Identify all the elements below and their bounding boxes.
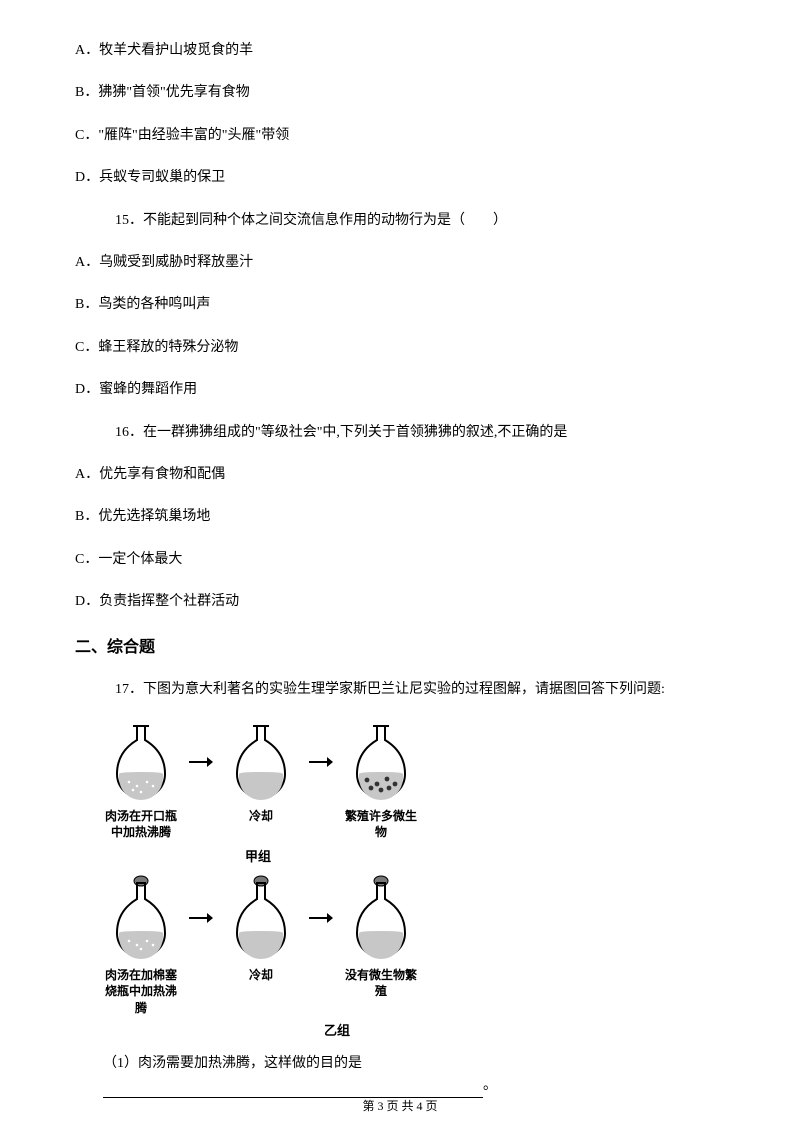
q15-option-b: B．鸟类的各种鸣叫声 bbox=[75, 294, 725, 316]
flask-label: 肉汤在加棉塞烧瓶中加热沸腾 bbox=[103, 967, 179, 1016]
flask-label: 繁殖许多微生物 bbox=[343, 808, 419, 840]
page-footer: 第 3 页 共 4 页 bbox=[0, 1097, 800, 1114]
flask-icon bbox=[227, 722, 295, 802]
q16-stem: 16．在一群狒狒组成的"等级社会"中,下列关于首领狒狒的叙述,不正确的是 bbox=[75, 422, 725, 444]
group-a-name: 甲组 bbox=[103, 846, 423, 865]
flask-icon bbox=[347, 875, 415, 961]
arrow-icon bbox=[309, 911, 333, 925]
top-option-c: C．"雁阵"由经验丰富的"头雁"带领 bbox=[75, 125, 725, 147]
q16-option-b: B．优先选择筑巢场地 bbox=[75, 506, 725, 528]
q16-option-a: A．优先享有食物和配偶 bbox=[75, 464, 725, 486]
group-a-row bbox=[103, 722, 423, 802]
flask-label: 没有微生物繁殖 bbox=[343, 967, 419, 1016]
q17-sub1-text: （1）肉汤需要加热沸腾，这样做的目的是 bbox=[103, 1056, 362, 1071]
experiment-diagram: 肉汤在开口瓶中加热沸腾 冷却 繁殖许多微生物 甲组 bbox=[103, 722, 725, 1039]
group-b-name: 乙组 bbox=[103, 1020, 423, 1039]
arrow-icon bbox=[189, 755, 213, 769]
top-option-a: A．牧羊犬看护山坡觅食的羊 bbox=[75, 40, 725, 62]
flask-label: 肉汤在开口瓶中加热沸腾 bbox=[103, 808, 179, 840]
group-b-labels: 肉汤在加棉塞烧瓶中加热沸腾 冷却 没有微生物繁殖 bbox=[103, 967, 423, 1016]
q16-option-d: D．负责指挥整个社群活动 bbox=[75, 591, 725, 613]
flask-icon bbox=[107, 875, 175, 961]
flask-icon bbox=[227, 875, 295, 961]
q17-sub1: （1）肉汤需要加热沸腾，这样做的目的是。 bbox=[103, 1053, 725, 1098]
group-a-labels: 肉汤在开口瓶中加热沸腾 冷却 繁殖许多微生物 bbox=[103, 808, 423, 840]
section-title-2: 二、综合题 bbox=[75, 633, 725, 657]
arrow-icon bbox=[309, 755, 333, 769]
q15-option-a: A．乌贼受到威胁时释放墨汁 bbox=[75, 252, 725, 274]
q15-stem: 15．不能起到同种个体之间交流信息作用的动物行为是（ ） bbox=[75, 210, 725, 232]
group-b-row bbox=[103, 875, 423, 961]
q17-stem: 17．下图为意大利著名的实验生理学家斯巴兰让尼实验的过程图解，请据图回答下列问题… bbox=[75, 679, 725, 701]
flask-label: 冷却 bbox=[223, 808, 299, 840]
q16-option-c: C．一定个体最大 bbox=[75, 549, 725, 571]
flask-label: 冷却 bbox=[223, 967, 299, 1016]
q17-sub1-tail: 。 bbox=[483, 1078, 497, 1093]
top-option-b: B．狒狒"首领"优先享有食物 bbox=[75, 82, 725, 104]
arrow-icon bbox=[189, 911, 213, 925]
q15-option-d: D．蜜蜂的舞蹈作用 bbox=[75, 379, 725, 401]
q15-option-c: C．蜂王释放的特殊分泌物 bbox=[75, 337, 725, 359]
flask-icon bbox=[107, 722, 175, 802]
page: A．牧羊犬看护山坡觅食的羊 B．狒狒"首领"优先享有食物 C．"雁阵"由经验丰富… bbox=[0, 0, 800, 1132]
top-option-d: D．兵蚁专司蚁巢的保卫 bbox=[75, 167, 725, 189]
blank-line bbox=[103, 1084, 483, 1098]
flask-icon bbox=[347, 722, 415, 802]
